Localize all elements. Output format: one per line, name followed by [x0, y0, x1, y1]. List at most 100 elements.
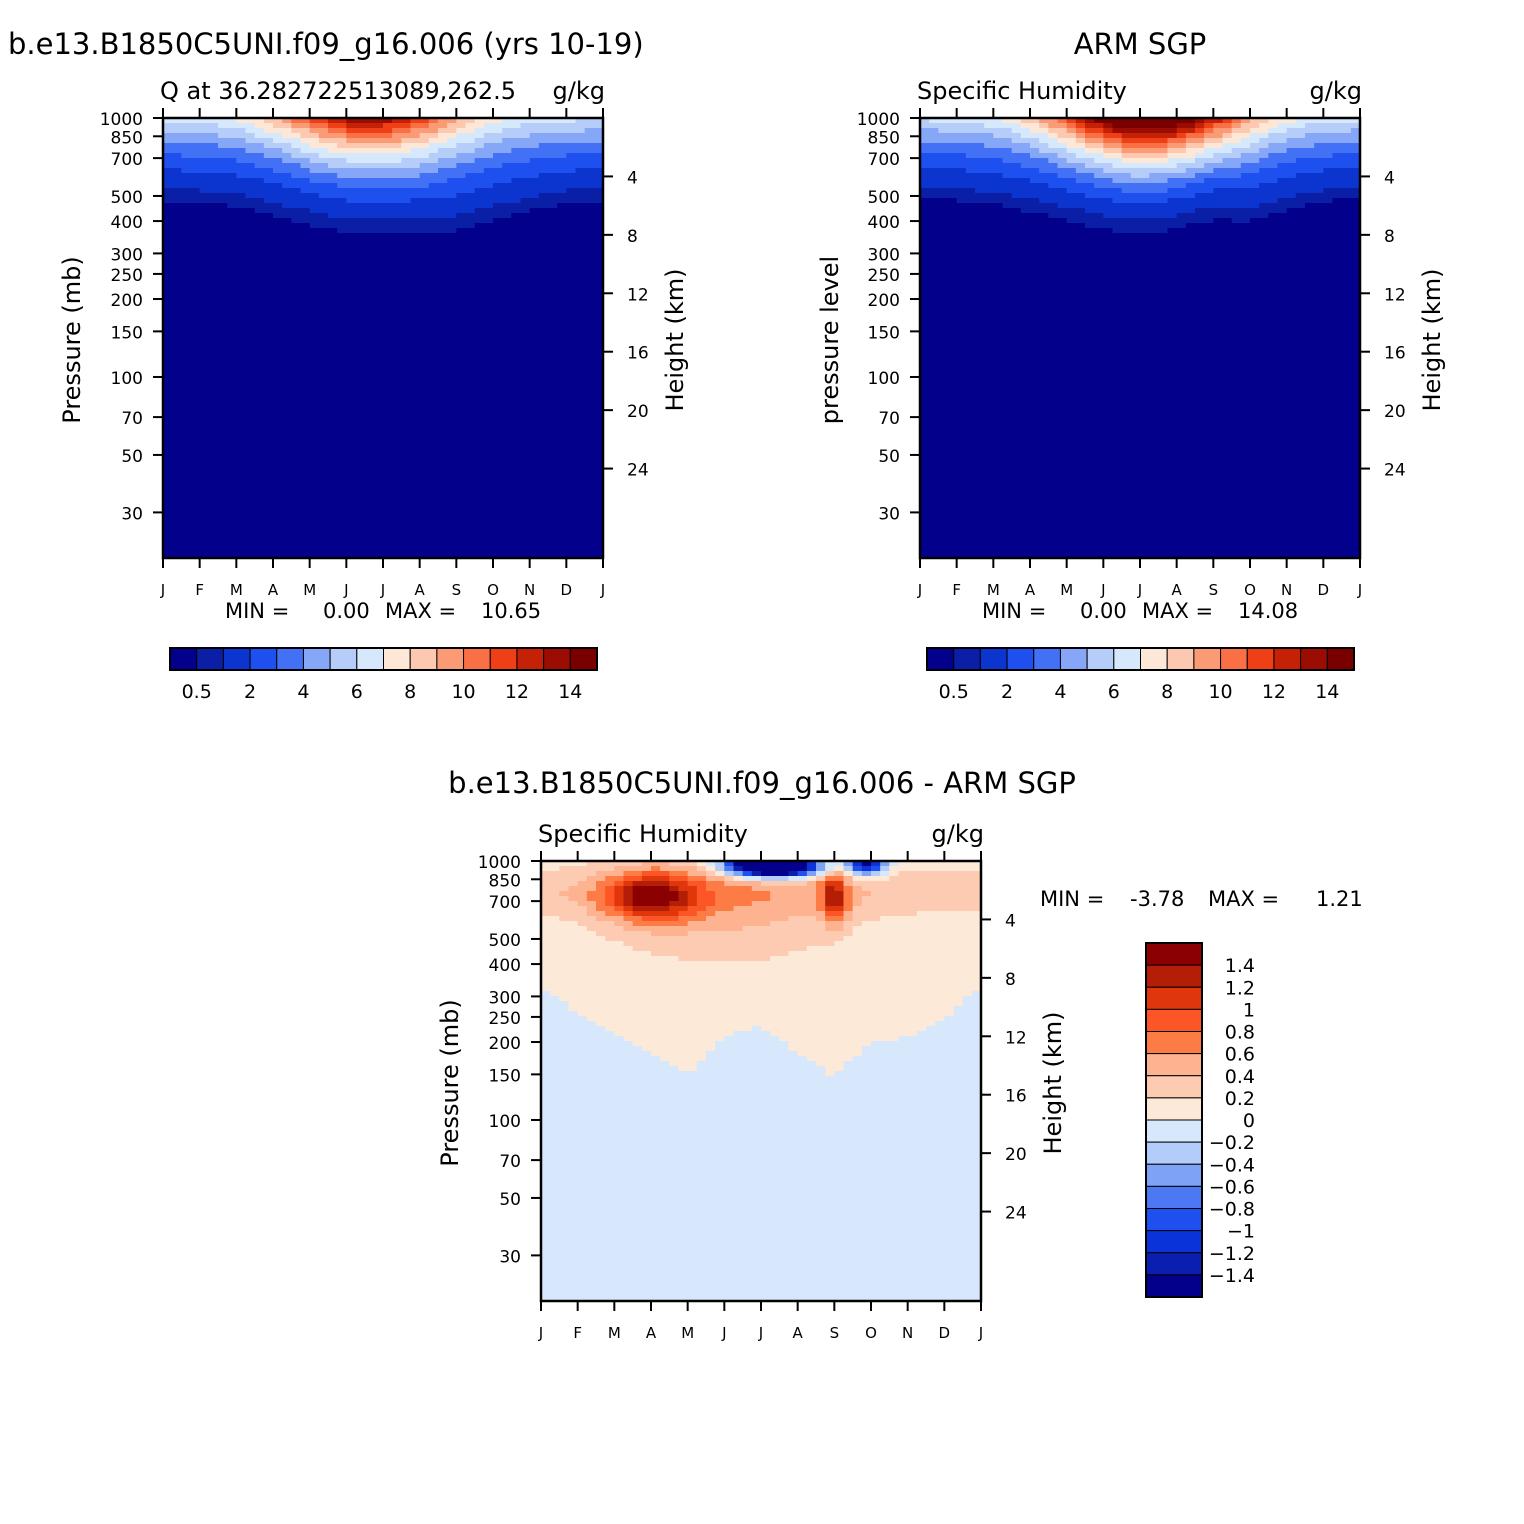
model-contour-cell	[291, 218, 494, 224]
difference-contour-cell	[596, 906, 615, 912]
model-contour-cell	[163, 528, 604, 534]
model-contour-cell	[328, 123, 347, 129]
difference-contour-cell	[861, 1046, 982, 1052]
model-contour-cell	[163, 263, 604, 269]
difference-height-tick-label: 24	[1005, 1204, 1027, 1224]
difference-contour-cell	[577, 881, 597, 887]
difference-contour-cell	[586, 911, 606, 917]
model-colorbar-swatch	[302, 647, 331, 671]
difference-contour-cell	[541, 881, 579, 887]
obs-contour-cell	[1048, 123, 1068, 129]
difference-x-tick-label: M	[681, 1324, 694, 1342]
difference-contour-cell	[852, 931, 982, 937]
model-contour-cell	[438, 133, 457, 139]
obs-contour-cell	[1057, 163, 1086, 169]
model-x-tick-label: F	[195, 581, 204, 599]
obs-contour-cell	[1259, 203, 1306, 209]
difference-contour-cell	[889, 871, 900, 877]
obs-contour-cell	[920, 253, 1361, 259]
obs-contour-cell	[1286, 138, 1361, 144]
difference-contour-cell	[541, 941, 625, 947]
difference-contour-cell	[541, 1111, 982, 1117]
difference-contour-cell	[541, 1151, 982, 1157]
model-contour-cell	[474, 208, 531, 214]
obs-x-tick-label: D	[1318, 581, 1330, 599]
model-colorbar-label: 4	[297, 681, 309, 703]
model-max-value: 10.65	[481, 599, 541, 623]
obs-contour-cell	[920, 143, 985, 149]
difference-contour-cell	[761, 871, 790, 877]
difference-contour-cell	[596, 871, 625, 877]
model-contour-cell	[163, 228, 338, 234]
model-height-tick-label: 8	[627, 227, 638, 247]
difference-y-tick-label: 300	[489, 988, 521, 1008]
difference-contour-cell	[678, 886, 698, 892]
difference-contour-cell	[843, 876, 854, 882]
difference-contour-cell	[669, 1061, 698, 1067]
difference-contour-cell	[843, 1066, 982, 1072]
obs-min-value: 0.00	[1080, 599, 1127, 623]
obs-contour-cell	[1085, 193, 1196, 199]
difference-contour-cell	[568, 1006, 955, 1012]
difference-contour-cell	[825, 866, 835, 872]
model-contour-cell	[163, 323, 604, 329]
obs-contour-cell	[1167, 198, 1279, 204]
obs-contour-cell	[1020, 133, 1049, 139]
difference-stats: MIN = -3.78 MAX = 1.21	[1040, 887, 1363, 911]
difference-y-tick-label: 70	[499, 1152, 521, 1172]
model-contour-cell	[163, 163, 256, 169]
obs-contour-cell	[1094, 158, 1123, 164]
model-y-tick-label: 500	[111, 188, 143, 208]
difference-contour-cell	[541, 1096, 982, 1102]
difference-contour-cell	[825, 871, 835, 877]
obs-contour-cell	[920, 218, 1068, 224]
obs-contour-cell	[920, 243, 1361, 249]
difference-contour-cell	[669, 906, 689, 912]
difference-contour-cell	[541, 1021, 597, 1027]
difference-y-tick-label: 200	[489, 1034, 521, 1054]
obs-contour-cell	[920, 408, 1361, 414]
difference-contour-cell	[632, 881, 670, 887]
model-contour-cell	[282, 118, 292, 124]
difference-contour-cell	[623, 911, 634, 917]
model-contour-cell	[163, 438, 604, 444]
difference-contour-cell	[623, 916, 643, 922]
difference-contour-cell	[852, 926, 982, 932]
difference-contour-cell	[541, 1081, 982, 1087]
difference-contour-cell	[605, 911, 625, 917]
difference-contour-cell	[861, 861, 872, 867]
model-colorbar-label: 6	[351, 681, 363, 703]
obs-contour-cell	[1048, 143, 1068, 149]
difference-contour-cell	[660, 1056, 707, 1062]
obs-contour-cell	[920, 133, 994, 139]
difference-contour-cell	[696, 891, 716, 897]
difference-colorbar-swatch	[1145, 986, 1203, 1010]
model-y-tick-label: 400	[111, 213, 143, 233]
model-contour-cell	[438, 168, 485, 174]
difference-contour-cell	[861, 901, 982, 907]
difference-contour-cell	[541, 1101, 982, 1107]
difference-contour-cell	[816, 916, 826, 922]
model-contour-cell	[465, 123, 485, 129]
difference-contour-cell	[816, 896, 826, 902]
model-colorbar-swatch	[516, 647, 545, 671]
difference-contour-cell	[541, 1061, 670, 1067]
difference-contour-cell	[761, 881, 808, 887]
obs-contour-cell	[1295, 118, 1361, 124]
obs-contour-cell	[1066, 118, 1077, 124]
model-contour-cell	[483, 123, 522, 129]
difference-contour-cell	[724, 1036, 780, 1042]
obs-height-tick-label: 24	[1384, 461, 1406, 481]
difference-contour-cell	[632, 1041, 716, 1047]
model-x-tick-label: M	[303, 581, 316, 599]
model-contour-cell	[300, 163, 329, 169]
obs-colorbar-label: 14	[1315, 681, 1339, 703]
model-y-tick-label: 200	[111, 291, 143, 311]
obs-contour-cell	[1204, 178, 1279, 184]
obs-colorbar-swatch	[1273, 647, 1302, 671]
model-contour-cell	[163, 293, 604, 299]
obs-contour-cell	[920, 193, 1013, 199]
difference-contour-cell	[586, 861, 643, 867]
difference-contour-cell	[825, 901, 845, 907]
difference-contour-cell	[816, 1061, 845, 1067]
